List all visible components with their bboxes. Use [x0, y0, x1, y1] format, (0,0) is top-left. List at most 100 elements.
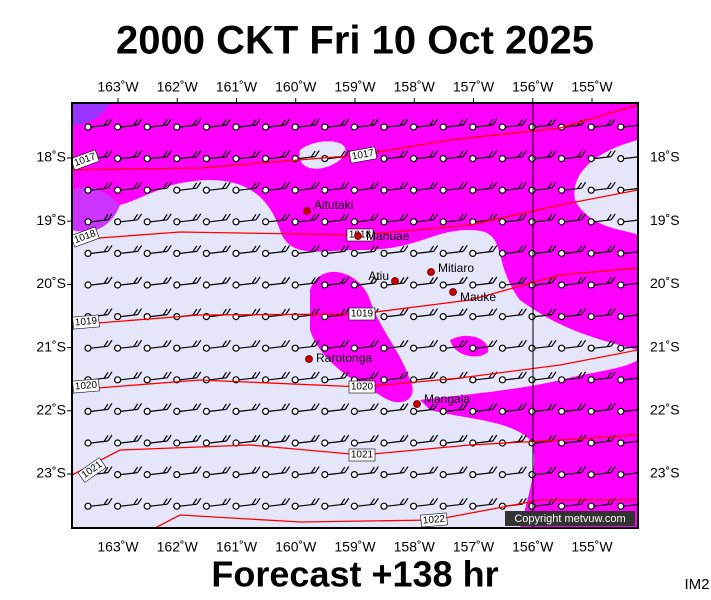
barb-station — [232, 218, 240, 226]
barb-station — [587, 218, 595, 226]
barb-station — [617, 155, 625, 163]
barb — [150, 403, 172, 412]
barb-station — [291, 376, 299, 384]
barb — [475, 308, 498, 318]
barb-station — [113, 281, 122, 289]
barb-station — [469, 155, 477, 163]
lon-label-top: 157˚W — [453, 79, 495, 95]
barb — [90, 245, 113, 254]
barb-station — [380, 376, 388, 384]
barb — [209, 466, 231, 476]
barb — [534, 466, 557, 476]
isobar-label-box — [348, 448, 376, 462]
barb — [416, 308, 439, 318]
barb-station — [528, 502, 536, 510]
barb-station — [232, 123, 240, 131]
barb-station — [410, 249, 418, 257]
barb — [120, 497, 143, 507]
barb — [327, 213, 350, 223]
barb-station — [380, 249, 388, 257]
barb-station — [557, 313, 566, 321]
barb — [475, 245, 498, 254]
barb — [150, 213, 172, 223]
barb-station — [232, 281, 240, 289]
isobar-label: 1019 — [72, 314, 100, 330]
lon-label-bottom: 163˚W — [97, 539, 139, 555]
barb-station — [350, 407, 358, 415]
barb — [179, 213, 202, 223]
barb — [416, 118, 439, 128]
barb — [120, 150, 143, 160]
barb-station — [410, 471, 418, 479]
barb-station — [84, 186, 92, 194]
barb — [238, 276, 261, 286]
barb-station — [84, 344, 92, 352]
barb-station — [350, 471, 358, 479]
barb-station — [439, 249, 447, 257]
barb-station — [557, 155, 566, 163]
barb — [505, 245, 527, 254]
barb — [594, 245, 616, 254]
barb — [357, 339, 379, 349]
barb — [209, 150, 231, 160]
lat-label-right: 18˚S — [650, 149, 680, 165]
lat-label-right: 21˚S — [650, 338, 680, 354]
barb — [534, 118, 557, 128]
barb-station — [143, 186, 151, 194]
barb — [475, 434, 498, 444]
lon-label-top: 158˚W — [394, 79, 436, 95]
barb-station — [321, 218, 329, 226]
lat-label-left: 23˚S — [36, 465, 66, 481]
barb — [416, 213, 439, 223]
barb — [386, 497, 409, 507]
island-dot — [413, 400, 421, 408]
barb — [416, 497, 439, 507]
barb — [209, 245, 231, 254]
barb — [238, 118, 261, 128]
islands: Aitutaki Manuae Atiu Mitiaro Mauke Rarotonga M… — [303, 198, 496, 408]
barb — [268, 245, 291, 254]
copyright: Copyright metvuw.com — [514, 513, 625, 525]
barb-station — [262, 471, 270, 479]
lon-label-top: 162˚W — [157, 79, 199, 95]
barb — [505, 339, 527, 349]
barb-station — [528, 471, 536, 479]
precip-areas — [72, 103, 638, 528]
barb-station — [113, 407, 122, 415]
barb — [327, 371, 350, 381]
barb-station — [528, 123, 536, 131]
barb — [150, 245, 172, 254]
barb — [298, 371, 320, 381]
lon-label-bottom: 162˚W — [157, 539, 199, 555]
barb-station — [350, 344, 358, 352]
barb — [90, 118, 113, 128]
barb-station — [469, 313, 477, 321]
barb-station — [262, 155, 270, 163]
barb-station — [232, 155, 240, 163]
barb-station — [84, 281, 92, 289]
barb — [209, 497, 231, 507]
barb — [446, 181, 468, 191]
barb — [416, 339, 439, 349]
barb — [120, 308, 143, 318]
barb-station — [321, 344, 329, 352]
barb — [386, 150, 409, 160]
island-name: Atiu — [368, 269, 389, 283]
isobar-label-text: 1019 — [351, 309, 374, 320]
barb-station — [113, 155, 122, 163]
barb — [446, 339, 468, 349]
lat-label-left: 19˚S — [36, 212, 66, 228]
wind-barbs — [84, 118, 638, 510]
barb-station — [232, 249, 240, 257]
barb-station — [173, 218, 181, 226]
barb-station — [232, 186, 240, 194]
isobar-label-text: 1020 — [351, 382, 374, 393]
barb — [564, 308, 587, 318]
barb-station — [143, 249, 151, 257]
barb — [534, 403, 557, 412]
barb-station — [439, 218, 447, 226]
barb — [90, 434, 113, 444]
barb — [475, 276, 498, 286]
